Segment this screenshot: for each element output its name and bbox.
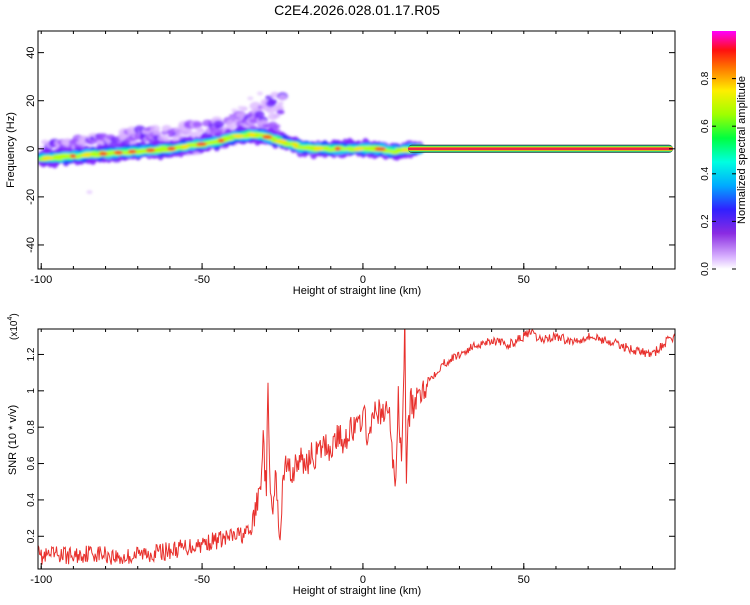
spectrogram-scatter-cell [215, 124, 223, 129]
snr-xtick-label: -50 [194, 574, 210, 586]
colorbar-tick-label: 0.2 [700, 214, 711, 228]
spectrogram-xlabel: Height of straight line (km) [293, 285, 421, 297]
spectrogram-scatter-cell [276, 109, 285, 115]
spectrogram-ylabel: Frequency (Hz) [5, 112, 17, 188]
snr-ytick-label: 1 [26, 388, 37, 394]
spectrogram-scatter-cell [192, 121, 203, 128]
colorbar-ticks: 0.0 0.2 0.4 0.6 0.8 [700, 71, 736, 276]
spectrogram-hotspot [181, 144, 190, 149]
spectrogram-ytick-label: 20 [25, 95, 37, 107]
spectrogram-xtick-label: 0 [360, 274, 366, 286]
snr-series-line [38, 329, 675, 565]
spectrogram-scatter-cell [278, 94, 287, 101]
spectrogram-hotspot [248, 132, 256, 137]
spectrogram-hotspot [113, 150, 123, 155]
snr-ylabel: SNR (10 * v/v) [7, 405, 19, 475]
spectrogram-hotspot [232, 134, 244, 139]
snr-panel: -100 -50 0 50 0.2 0.4 0.6 0.8 1 1.2 Height of str… [7, 313, 676, 597]
colorbar-tick-label: 0.6 [700, 119, 711, 133]
spectrogram-scatter-cell [197, 128, 205, 133]
spectrogram-outlier [86, 190, 93, 195]
spectrogram-ytick-label: -20 [25, 189, 37, 205]
spectrogram-panel: -100 -50 0 50 -40 -20 0 20 40 Height of straight… [5, 30, 676, 297]
figure-title: C2E4.2026.028.01.17.R05 [274, 2, 440, 18]
snr-ytick-label: 0.4 [26, 493, 37, 507]
colorbar-tick-label: 0.0 [700, 262, 711, 276]
snr-plot-area [38, 329, 675, 565]
snr-axes: -100 -50 0 50 0.2 0.4 0.6 0.8 1 1.2 [26, 329, 675, 586]
snr-ytick-label: 0.2 [26, 529, 37, 543]
colorbar: 0.0 0.2 0.4 0.6 0.8 Normalized spectral ampl… [700, 31, 748, 276]
spectrogram-scatter-cell [268, 98, 278, 105]
colorbar-tick-label: 0.4 [700, 166, 711, 180]
spectrogram-outlier [256, 91, 263, 96]
spectrogram-hotspot [41, 155, 54, 160]
spectrogram-hotspot [99, 151, 108, 156]
spectrogram-hotspot [127, 149, 137, 154]
snr-ytick-label: 0.8 [26, 420, 37, 434]
snr-xtick-label: 50 [518, 574, 530, 586]
spectrogram-hotspot [196, 142, 207, 147]
spectrogram-steady-band [407, 144, 673, 153]
spectrogram-hotspot [81, 153, 92, 158]
spectrogram-ridge-cell [59, 156, 69, 160]
spectrogram-ytick-label: 0 [25, 146, 37, 152]
colorbar-label: Normalized spectral amplitude [736, 76, 748, 224]
spectrogram-outlier [237, 105, 244, 110]
spectrogram-hotspot [261, 135, 273, 140]
snr-xtick-label: 0 [360, 574, 366, 586]
spectrogram-hotspot [313, 146, 324, 151]
spectrogram-blobs [38, 91, 425, 195]
spectrogram-outlier [247, 96, 254, 101]
spectrogram-scatter-cell [272, 124, 281, 129]
colorbar-tick-label: 0.8 [700, 71, 711, 85]
spectrogram-band-layer [407, 147, 673, 151]
colorbar-gradient [712, 31, 736, 269]
spectrogram-ytick-label: 40 [25, 47, 37, 59]
spectrogram-hotspot [334, 146, 341, 151]
snr-frame [37, 328, 676, 570]
spectrogram-scatter-cell [275, 106, 282, 110]
snr-multiplier: (x104) [7, 313, 20, 340]
spectrogram-scatter-cell [277, 101, 284, 105]
spectrogram-xtick-label: 50 [518, 274, 530, 286]
spectrogram-hotspot [275, 139, 287, 144]
spectrogram-hotspot [401, 147, 410, 152]
spectrogram-hotspot [217, 138, 225, 143]
spectrogram-hotspot [374, 146, 387, 151]
spectrogram-scatter-cell [153, 130, 162, 136]
snr-xtick-label: -100 [30, 574, 52, 586]
snr-ytick-label: 1.2 [26, 347, 37, 361]
spectrogram-ridge-cell [225, 137, 235, 141]
spectrogram-scatter-cell [235, 111, 245, 118]
spectrogram-hotspot [353, 146, 364, 151]
spectrogram-outlier [231, 108, 238, 113]
spectrogram-ridge-cell [88, 151, 98, 155]
spectrogram-scatter-cell [184, 128, 192, 134]
spectrogram-axes: -100 -50 0 50 -40 -20 0 20 40 [25, 31, 675, 286]
spectrogram-hotspot [166, 146, 176, 151]
spectrogram-ytick-label: -40 [25, 237, 37, 253]
spectrogram-xtick-label: -50 [194, 274, 210, 286]
snr-ytick-label: 0.6 [26, 456, 37, 470]
spectrogram-scatter-cell [266, 106, 276, 114]
spectrogram-scatter-cell [254, 110, 265, 119]
spectrogram-heatmap [38, 91, 673, 195]
spectrogram-scatter-cell [265, 95, 273, 101]
spectrogram-hotspot [145, 148, 156, 153]
spectrogram-hotspot [292, 143, 299, 148]
spectrogram-frame [37, 30, 676, 270]
spectrogram-xtick-label: -100 [30, 274, 52, 286]
spectrogram-scatter-cell [273, 113, 281, 118]
snr-xlabel: Height of straight line (km) [293, 585, 421, 597]
spectrogram-hotspot [69, 154, 77, 159]
